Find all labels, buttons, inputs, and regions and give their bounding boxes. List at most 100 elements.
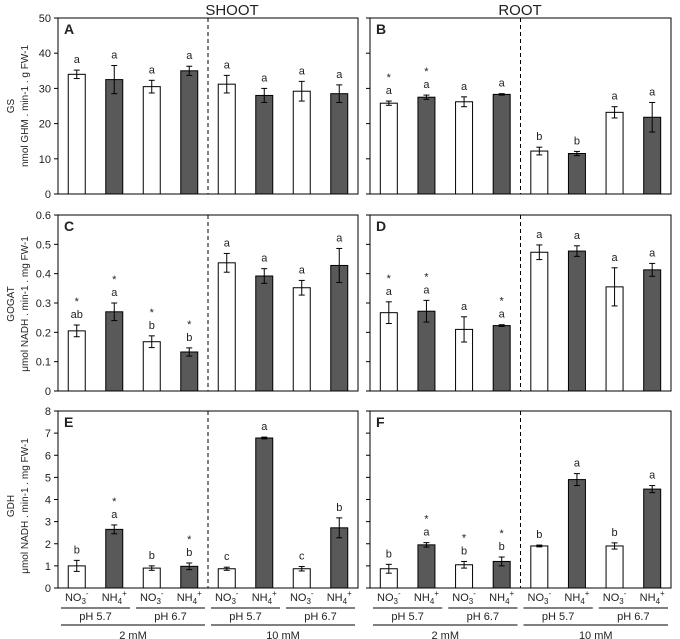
x-category-subscript: 4	[268, 597, 273, 606]
conc-group-label-1-0: 2 mM	[432, 630, 460, 639]
conc-group-label-0-1: 10 mM	[266, 630, 300, 639]
bar-f-1	[417, 544, 436, 589]
bar-f-4	[530, 545, 549, 589]
bar-a-4	[217, 83, 236, 195]
x-category-base: NH	[252, 592, 268, 604]
bar-f-6	[605, 545, 624, 589]
significance-letter-d-0: a	[386, 286, 393, 298]
x-category-label-0-5: NH4+	[252, 589, 277, 606]
significance-letter-d-7: a	[649, 247, 656, 259]
x-category-superscript: +	[510, 589, 515, 598]
panel-letter-a: A	[64, 21, 74, 37]
x-category-label-0-6: NO3-	[290, 589, 314, 606]
ph-group-label-0-0: pH 5.7	[79, 611, 111, 623]
bar-d-7	[643, 269, 662, 392]
significance-letter-c-1: a	[111, 287, 118, 299]
x-category-subscript: 3	[306, 597, 311, 606]
significance-letter-f-7: a	[649, 470, 656, 482]
significance-letter-b-2: a	[461, 81, 468, 93]
significance-letter-c-7: a	[336, 232, 343, 244]
y-tick-label-a-3: 30	[39, 83, 51, 95]
significance-letter-c-6: a	[299, 264, 306, 276]
significance-star-f-3: *	[500, 528, 505, 540]
x-category-base: NO	[377, 592, 394, 604]
y-tick-label-a-1: 10	[39, 154, 51, 166]
ph-group-label-1-1: pH 6.7	[467, 611, 499, 623]
significance-letter-d-3: a	[499, 309, 506, 321]
bar-b-1	[417, 96, 436, 195]
ph-group-label-0-3: pH 6.7	[304, 611, 336, 623]
y-tick-label-e-4: 4	[45, 495, 51, 507]
x-category-base: NO	[528, 592, 545, 604]
significance-letter-d-4: a	[536, 229, 543, 241]
bar-b-2	[455, 101, 474, 195]
x-category-superscript: -	[311, 589, 314, 598]
x-category-superscript: -	[398, 589, 401, 598]
bar-b-4	[530, 150, 549, 195]
significance-star-b-1: *	[424, 66, 429, 78]
significance-letter-a-2: a	[149, 64, 156, 76]
x-category-label-1-5: NH4+	[564, 589, 589, 606]
significance-star-f-1: *	[424, 514, 429, 526]
significance-letter-a-6: a	[299, 65, 306, 77]
significance-star-e-3: *	[187, 534, 192, 546]
significance-letter-e-3: b	[186, 547, 192, 559]
x-category-subscript: 4	[656, 597, 661, 606]
significance-letter-e-7: b	[336, 502, 342, 514]
bar-a-6	[292, 90, 311, 195]
bar-a-3	[180, 70, 199, 195]
row-label-gs: GS nmol GHM . min-1 . g FW-1	[6, 45, 31, 167]
significance-letter-a-7: a	[336, 69, 343, 81]
bar-a-5	[255, 94, 274, 195]
significance-letter-f-0: b	[386, 548, 392, 560]
significance-letter-b-5: b	[574, 135, 580, 147]
y-tick-label-e-1: 1	[45, 561, 51, 573]
significance-star-b-0: *	[387, 72, 392, 84]
bar-c-2	[142, 341, 161, 392]
y-axis-title-gs: GS	[6, 98, 17, 113]
x-category-superscript: +	[272, 589, 277, 598]
significance-letter-f-6: b	[612, 527, 618, 539]
significance-letter-b-6: a	[612, 91, 619, 103]
significance-star-c-2: *	[150, 307, 155, 319]
significance-letter-a-3: a	[186, 50, 193, 62]
significance-letter-f-2: b	[461, 545, 467, 557]
x-category-subscript: 3	[544, 597, 549, 606]
row-label-gogat: GOGAT μmol NADH . min-1 . mg FW-1	[6, 236, 31, 372]
significance-star-c-1: *	[112, 274, 117, 286]
conc-group-label-0-0: 2 mM	[119, 630, 147, 639]
x-category-superscript: -	[86, 589, 89, 598]
significance-letter-b-7: a	[649, 86, 656, 98]
x-category-label-1-4: NO3-	[528, 589, 552, 606]
bar-f-7	[643, 488, 662, 589]
y-tick-label-c-5: 0.5	[36, 239, 51, 251]
x-category-label-0-7: NH4+	[327, 589, 352, 606]
y-tick-label-e-6: 6	[45, 450, 51, 462]
y-tick-label-c-0: 0	[45, 386, 51, 398]
panel-letter-f: F	[376, 414, 385, 430]
column-title-root: ROOT	[498, 2, 541, 19]
y-tick-label-c-1: 0.1	[36, 357, 51, 369]
bar-e-2	[142, 567, 161, 589]
bar-e-6	[292, 568, 311, 589]
significance-letter-d-5: a	[574, 230, 581, 242]
x-category-label-0-1: NH4+	[102, 589, 127, 606]
significance-letter-d-2: a	[461, 301, 468, 313]
significance-letter-b-3: a	[499, 78, 506, 90]
y-axis-title-gogat: GOGAT	[6, 286, 17, 321]
x-category-base: NH	[564, 592, 580, 604]
significance-letter-e-4: c	[224, 551, 230, 563]
panel-letter-e: E	[64, 414, 73, 430]
x-category-base: NO	[140, 592, 157, 604]
x-category-base: NH	[489, 592, 505, 604]
x-category-superscript: -	[624, 589, 627, 598]
panel-d: Da*a*aa*a aa a	[366, 214, 672, 392]
y-tick-label-c-4: 0.4	[36, 269, 51, 281]
significance-letter-e-0: b	[74, 544, 80, 556]
x-category-subscript: 4	[193, 597, 198, 606]
significance-letter-c-0: ab	[71, 309, 83, 321]
significance-letter-e-1: a	[111, 509, 118, 521]
x-category-base: NO	[452, 592, 469, 604]
